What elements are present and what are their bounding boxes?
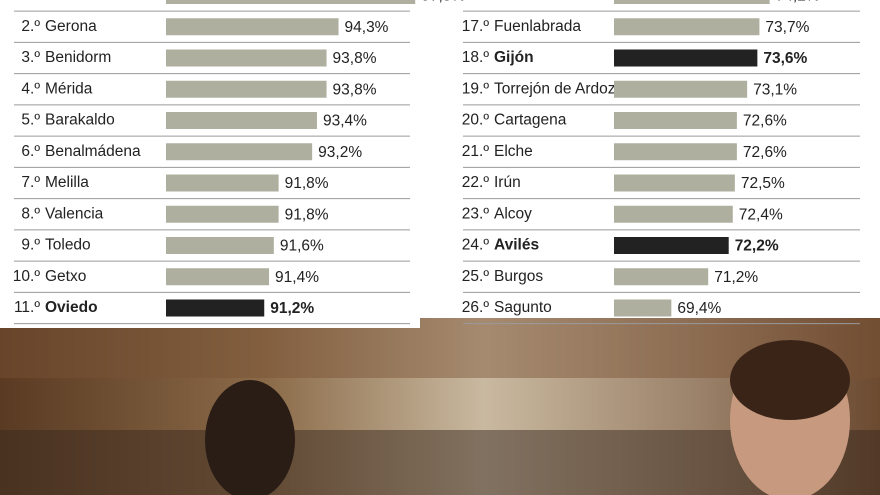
city-name: Oviedo	[45, 299, 98, 316]
rank: 17.º	[462, 18, 490, 35]
city-name: Getxo	[45, 268, 86, 285]
rank: 11.º	[14, 299, 40, 316]
bar	[166, 143, 313, 161]
value-label: 93,4%	[323, 113, 367, 130]
value-label: 91,2%	[270, 300, 314, 317]
bar	[614, 112, 737, 129]
photo	[0, 318, 880, 495]
rank: 21.º	[462, 143, 490, 160]
city-name: Barakaldo	[45, 112, 115, 129]
bar	[614, 268, 709, 286]
value-label: 93,8%	[333, 81, 377, 98]
bar	[166, 112, 317, 129]
bar	[614, 143, 737, 161]
bar	[614, 299, 672, 317]
value-label: 73,6%	[763, 50, 807, 67]
city-name: Benidorm	[45, 49, 111, 66]
bar	[166, 174, 279, 192]
rank: 18.º	[462, 49, 490, 66]
rank: 4.º	[21, 80, 40, 97]
rank: 6.º	[21, 143, 40, 160]
city-name: Irún	[494, 174, 521, 191]
bar	[166, 268, 270, 286]
rank: 26.º	[462, 299, 490, 316]
value-label: 91,8%	[285, 175, 329, 192]
city-name: Fuenlabrada	[494, 18, 581, 35]
rank: 8.º	[21, 205, 40, 222]
rank: 16.º	[462, 0, 490, 4]
value-label: 72,5%	[741, 175, 785, 192]
bar	[614, 80, 748, 98]
value-label: 73,7%	[765, 19, 809, 36]
value-label: 74,2%	[776, 0, 820, 5]
bar	[614, 18, 760, 36]
value-label: 94,3%	[345, 19, 389, 36]
value-label: 91,6%	[280, 238, 324, 255]
value-label: 97,5%	[421, 0, 465, 5]
city-name: Benalmádena	[45, 143, 141, 160]
city-name: Mérida	[45, 80, 93, 97]
city-name: Pozuelo	[45, 0, 101, 4]
value-label: 91,8%	[285, 206, 329, 223]
bar	[166, 299, 265, 317]
bar	[166, 80, 327, 98]
city-name: Torrejón de Ardoz	[494, 80, 616, 97]
rank: 1.º	[21, 0, 40, 4]
city-name: Sagunto	[494, 299, 552, 316]
value-label: 71,2%	[714, 269, 758, 286]
city-name: Cornellà	[494, 0, 552, 4]
bar	[166, 18, 339, 36]
bar	[614, 174, 735, 192]
city-name: Valencia	[45, 205, 104, 222]
bar	[614, 205, 733, 223]
city-name: Cartagena	[494, 112, 567, 129]
city-name: Avilés	[494, 237, 539, 254]
city-name: Melilla	[45, 174, 89, 191]
city-name: Gijón	[494, 49, 534, 66]
value-label: 91,4%	[275, 269, 319, 286]
rank: 25.º	[462, 268, 490, 285]
city-name: Burgos	[494, 268, 543, 285]
rank: 20.º	[462, 112, 490, 129]
value-label: 93,8%	[333, 50, 377, 67]
city-name: Toledo	[45, 237, 91, 254]
bar	[614, 237, 729, 254]
rank: 9.º	[21, 237, 40, 254]
bar	[166, 49, 327, 67]
bar	[166, 237, 274, 254]
rank: 23.º	[462, 205, 490, 222]
rank: 19.º	[462, 80, 490, 97]
rank: 3.º	[21, 49, 40, 66]
city-name: Alcoy	[494, 205, 532, 222]
value-label: 72,4%	[739, 206, 783, 223]
city-name: Gerona	[45, 18, 97, 35]
rank: 10.º	[13, 268, 41, 285]
bar	[166, 0, 416, 4]
rank: 5.º	[21, 112, 40, 129]
rank: 2.º	[21, 18, 40, 35]
value-label: 69,4%	[677, 300, 721, 317]
city-name: Elche	[494, 143, 533, 160]
rank: 22.º	[462, 174, 490, 191]
value-label: 72,6%	[743, 144, 787, 161]
value-label: 73,1%	[753, 81, 797, 98]
bar	[614, 49, 758, 67]
value-label: 72,6%	[743, 113, 787, 130]
value-label: 93,2%	[318, 144, 362, 161]
rank: 24.º	[462, 237, 490, 254]
rank: 7.º	[21, 174, 40, 191]
bar	[614, 0, 770, 4]
bar	[166, 205, 279, 223]
value-label: 72,2%	[735, 238, 779, 255]
